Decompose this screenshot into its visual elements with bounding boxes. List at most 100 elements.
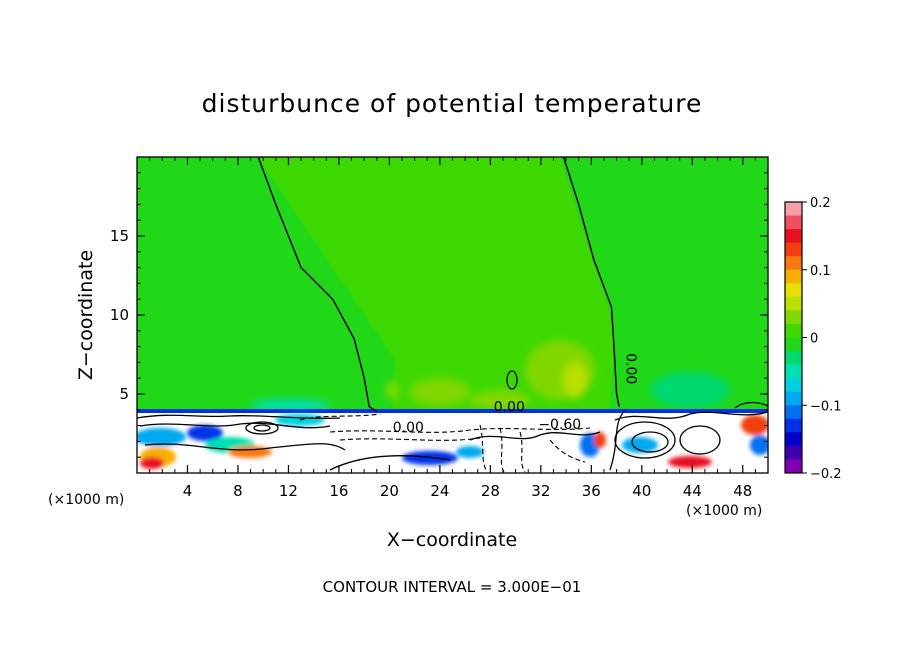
colorbar-swatch [785, 310, 802, 325]
colorbar-swatch [785, 323, 802, 338]
x-tick-label: 8 [233, 482, 243, 500]
heatmap-field [137, 157, 768, 473]
x-tick-label: 32 [531, 482, 550, 500]
warm-blob [386, 380, 398, 400]
colorbar-swatch [785, 229, 802, 244]
colorbar-swatch [785, 364, 802, 379]
cool-blob [250, 399, 330, 411]
warm-blob [410, 378, 470, 406]
warm-blob [741, 415, 768, 435]
contour-label: 0.00 [623, 353, 639, 384]
x-tick-label: 20 [380, 482, 399, 500]
warm-blob [470, 390, 530, 410]
contour-ring [631, 431, 669, 453]
warm-blobs [250, 340, 730, 411]
contour-ring [245, 421, 279, 435]
cold-blob [137, 428, 186, 446]
x-tick-label: 12 [279, 482, 298, 500]
contour-line [609, 409, 626, 471]
x-tick-label: 24 [430, 482, 449, 500]
colorbar-swatch [785, 432, 802, 447]
contour-label: 0.00 [494, 399, 525, 415]
colorbar-swatch [785, 283, 802, 298]
contour-ring [253, 424, 271, 432]
x-tick-label: 36 [582, 482, 601, 500]
colorbar-swatch [785, 378, 802, 393]
contour-ring [679, 425, 721, 455]
colorbar-swatch [785, 256, 802, 271]
warm-blob [668, 456, 712, 468]
cold-blob [187, 425, 223, 441]
contour-ring [614, 421, 676, 459]
contour-labels: 0.00 0.00 0.00 −0.60 [393, 353, 639, 436]
dashed-contour [549, 439, 586, 463]
colorbar-tick-label: 0.2 [810, 196, 831, 211]
y-axis-label: Z−coordinate [75, 250, 97, 380]
warm-blob [228, 446, 272, 458]
boundary-blobs [137, 414, 768, 469]
contour-line [329, 455, 451, 471]
warm-blob [140, 457, 164, 469]
colorbar-tick-label: −0.2 [810, 467, 842, 482]
cold-blob [402, 451, 458, 465]
colorbar: 0.2 0.1 0 −0.1 −0.2 [784, 196, 842, 482]
colorbar-tick-label: −0.1 [810, 399, 842, 414]
colorbar-swatch [785, 405, 802, 420]
contour-line [469, 431, 601, 441]
colorbar-tick-label: 0 [810, 332, 818, 347]
contour-line [139, 422, 331, 429]
contour-line [614, 411, 768, 421]
x-tick-label: 28 [481, 482, 500, 500]
y-tick-label: 15 [110, 227, 129, 245]
x-tick-label: 40 [632, 482, 651, 500]
cold-blob [456, 446, 484, 458]
dashed-contour [329, 427, 591, 433]
contour-label: −0.60 [538, 417, 581, 433]
x-axis: 4 8 12 16 20 24 28 32 36 40 44 48 [149, 157, 756, 500]
contour-tangle [137, 370, 768, 471]
y-tick-label: 10 [110, 306, 129, 324]
dashed-contour [519, 431, 526, 473]
warm-blob [563, 362, 587, 398]
colorbar-tick-label: 0.1 [810, 264, 831, 279]
x-tick-label: 48 [733, 482, 752, 500]
dashed-contour [479, 424, 488, 473]
cold-blob [750, 435, 768, 455]
zero-contour-line [562, 157, 620, 407]
contour-line [734, 401, 768, 409]
colorbar-swatch [785, 269, 802, 284]
contour-line [144, 443, 346, 451]
x-tick-label: 16 [329, 482, 348, 500]
warm-blob [594, 432, 606, 448]
zero-contours [257, 157, 620, 413]
colorbar-swatch [785, 351, 802, 365]
inversion-band [137, 409, 768, 413]
x-axis-unit-right: (×1000 m) [686, 503, 762, 519]
x-axis-label: X−coordinate [387, 529, 517, 551]
contour-line [137, 414, 341, 420]
y-tick-label: 5 [119, 385, 129, 403]
contour-interval-note: CONTOUR INTERVAL = 3.000E−01 [323, 578, 582, 596]
colorbar-swatch [785, 445, 802, 460]
x-tick-label: 44 [683, 482, 702, 500]
contour-ring [506, 370, 518, 390]
colorbar-swatch [785, 215, 802, 230]
y-axis: 5 10 15 [110, 172, 768, 458]
colorbar-swatch [785, 418, 802, 433]
dashed-contour [339, 437, 481, 441]
dashed-contour [299, 413, 381, 421]
cool-blob [650, 372, 730, 408]
colorbar-swatch [785, 337, 802, 352]
contour-label: 0.00 [393, 420, 424, 436]
colorbar-swatch [785, 391, 802, 406]
colorbar-swatch [785, 296, 802, 311]
colorbar-swatch [785, 202, 802, 216]
warm-plume [258, 157, 615, 410]
colorbar-swatch [785, 242, 802, 257]
x-axis-unit-left: (×1000 m) [48, 492, 124, 508]
chart-title: disturbunce of potential temperature [202, 89, 703, 118]
zero-contour-line [257, 157, 378, 413]
x-tick-label: 4 [183, 482, 193, 500]
